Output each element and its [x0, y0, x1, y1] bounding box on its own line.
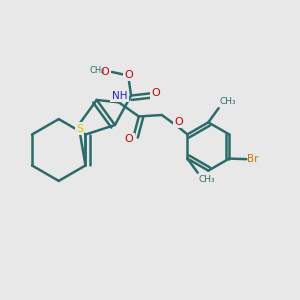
Text: CH₃: CH₃	[90, 66, 106, 75]
Text: Br: Br	[248, 154, 259, 164]
Text: O: O	[101, 67, 110, 77]
Text: S: S	[76, 124, 83, 134]
Text: CH₃: CH₃	[198, 175, 215, 184]
Text: O: O	[152, 88, 160, 98]
Text: O: O	[124, 134, 133, 144]
Text: O: O	[124, 70, 133, 80]
Text: O: O	[174, 117, 183, 127]
Text: NH: NH	[112, 91, 127, 101]
Text: CH₃: CH₃	[219, 97, 236, 106]
